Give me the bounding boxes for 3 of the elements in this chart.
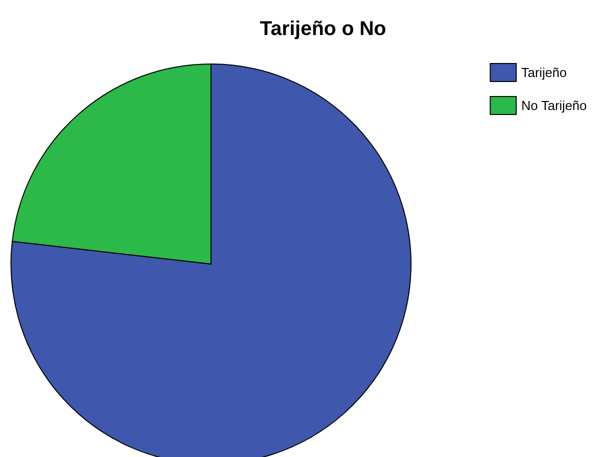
legend-label: Tarijeño <box>521 65 567 80</box>
chart-title: Tarijeño o No <box>260 18 386 40</box>
legend-label: No Tarijeño <box>521 98 587 113</box>
